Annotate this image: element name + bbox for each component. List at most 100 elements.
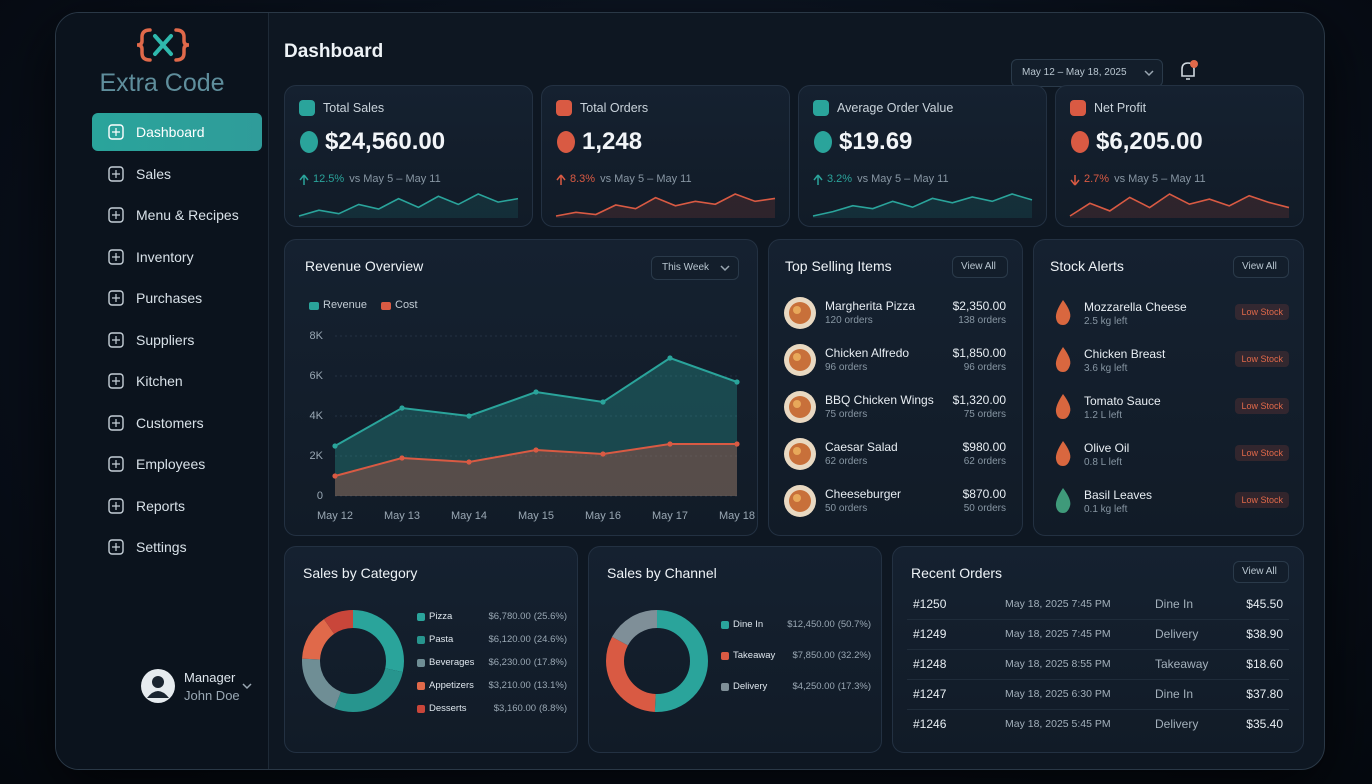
y-tick-label: 0	[317, 490, 323, 502]
trend-arrow	[299, 174, 309, 185]
nav-icon-detail	[112, 294, 120, 302]
data-point	[600, 399, 606, 405]
legend-share: (13.1%)	[533, 680, 567, 691]
legend-amount: $6,120.00	[488, 634, 531, 645]
view-all-label: View All	[1242, 566, 1277, 577]
item-name: Chicken Breast	[1084, 347, 1166, 361]
item-orders: 75 orders	[825, 409, 868, 420]
legend-amount: $6,780.00	[488, 611, 531, 622]
chevron-icon	[720, 265, 730, 272]
item-icon-shape	[1055, 347, 1071, 372]
order-cell: $38.90	[1246, 627, 1283, 641]
order-cell: #1249	[913, 627, 947, 641]
nav-icon-detail	[112, 128, 120, 136]
item-name: Chicken Alfredo	[825, 346, 910, 360]
chevron-icon	[242, 683, 252, 690]
nav-item[interactable]: Inventory	[92, 238, 262, 276]
nav-icon-shape	[108, 456, 124, 472]
view-all-button[interactable]: View All	[952, 256, 1008, 278]
currency-badge	[1071, 131, 1089, 153]
legend-share: (25.6%)	[533, 611, 567, 622]
item-left: 3.6 kg left	[1084, 363, 1128, 374]
legend-name: Delivery	[733, 681, 768, 692]
order-cell: #1246	[913, 717, 947, 731]
order-cell: #1250	[913, 597, 947, 611]
legend-name: Desserts	[429, 703, 467, 714]
range-filter[interactable]: This Week	[651, 256, 739, 280]
data-point	[533, 447, 539, 453]
order-cell: $45.50	[1246, 597, 1283, 611]
kpi-compare: vs May 5 – May 11	[1114, 173, 1206, 185]
data-point	[667, 355, 673, 361]
arrow	[556, 174, 566, 185]
legend-label: Cost	[395, 299, 418, 311]
nav-icon-detail	[112, 335, 120, 344]
card-title: Top Selling Items	[785, 258, 892, 274]
nav-label: Employees	[136, 456, 206, 472]
arrow	[299, 174, 309, 185]
avatar-head	[152, 676, 164, 688]
card-title: Revenue Overview	[305, 258, 424, 274]
nav-icon	[108, 207, 124, 223]
item-revenue-orders: 96 orders	[963, 362, 1006, 373]
nav-item[interactable]: Sales	[92, 155, 262, 193]
nav-item[interactable]: Kitchen	[92, 362, 262, 400]
kpi-change-row: 3.2% vs May 5 – May 11	[827, 173, 949, 185]
view-all-button[interactable]: View All	[1233, 256, 1289, 278]
legend-dot	[417, 705, 425, 713]
data-point	[734, 379, 740, 385]
x-tick-label: May 14	[451, 510, 487, 522]
nav-item[interactable]: Menu & Recipes	[92, 196, 262, 234]
date-range-picker[interactable]: May 12 – May 18, 2025	[1011, 59, 1163, 87]
nav-item[interactable]: Settings	[92, 528, 262, 566]
avatar	[141, 669, 175, 703]
nav-item[interactable]: Suppliers	[92, 321, 262, 359]
item-revenue-orders: 75 orders	[963, 409, 1006, 420]
nav-item[interactable]: Dashboard	[92, 113, 262, 151]
trend-arrow	[1070, 175, 1080, 186]
view-all-button[interactable]: View All	[1233, 561, 1289, 583]
item-revenue: $870.00	[962, 487, 1006, 501]
badge-shape	[814, 131, 832, 153]
logo-x	[153, 34, 173, 56]
series-area	[335, 444, 737, 496]
item-name: Margherita Pizza	[825, 299, 916, 313]
card-title: Recent Orders	[911, 565, 1003, 581]
nav-item[interactable]: Purchases	[92, 279, 262, 317]
badge-shape	[300, 131, 318, 153]
legend-dot	[721, 621, 729, 629]
legend-name: Appetizers	[429, 680, 474, 691]
chevron	[720, 265, 730, 272]
legend-name: Pizza	[429, 611, 453, 622]
view-all-label: View All	[1242, 261, 1277, 272]
nav-item[interactable]: Employees	[92, 445, 262, 483]
kpi-card: Average Order Value $19.69 3.2% vs May 5 – …	[798, 85, 1047, 227]
nav-label: Dashboard	[136, 124, 205, 140]
legend-values: $4,250.00 (17.3%)	[792, 681, 871, 692]
nav-item[interactable]: Customers	[92, 404, 262, 442]
item-name: Mozzarella Cheese	[1084, 300, 1187, 314]
legend-color	[417, 705, 425, 713]
legend-dot	[417, 659, 425, 667]
nav-icon	[108, 539, 124, 555]
nav-icon-shape	[108, 207, 124, 223]
x-tick-label: May 17	[652, 510, 688, 522]
legend-swatch	[309, 302, 319, 310]
item-orders: 96 orders	[825, 362, 868, 373]
logo-brace	[136, 28, 152, 62]
legend-amount: $7,850.00	[792, 650, 835, 661]
page-title: Dashboard	[284, 41, 384, 62]
kpi-change-row: 2.7% vs May 5 – May 11	[1084, 173, 1206, 185]
kpi-value: $19.69	[839, 128, 913, 155]
sparkline-area	[299, 194, 518, 218]
currency-badge	[557, 131, 575, 153]
trend-arrow	[813, 174, 823, 185]
legend-values: $3,160.00 (8.8%)	[494, 703, 567, 714]
kpi-value: 1,248	[582, 128, 643, 155]
kpi-icon-shape	[556, 100, 572, 116]
data-point	[399, 455, 405, 461]
nav-item[interactable]: Reports	[92, 487, 262, 525]
legend-share: (24.6%)	[533, 634, 567, 645]
kpi-change: 3.2%	[827, 173, 853, 185]
